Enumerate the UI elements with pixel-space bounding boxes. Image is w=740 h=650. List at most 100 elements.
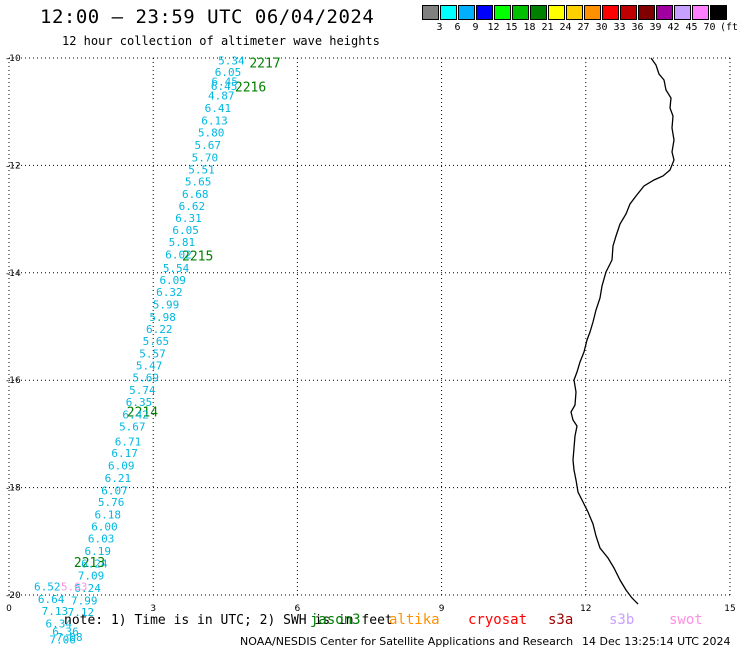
legend-swatch [584,5,601,20]
track-label: 2216 [235,81,266,96]
legend-swatch [674,5,691,20]
wave-height-value: 4.87 [208,90,235,103]
legend-swatch [458,5,475,20]
wave-height-value: 6.24 [74,582,101,595]
legend-label: 18 [523,22,536,33]
legend-swatch [656,5,673,20]
wave-height-value: 5.67 [119,420,145,433]
y-tick-label: -16 [6,376,21,386]
x-tick-label: 3 [150,604,156,614]
legend-label: 3 [436,22,443,33]
legend-label: 45 [685,22,698,33]
wave-height-value: 5.99 [153,298,180,311]
wave-height-value: 5.65 [185,176,212,189]
overlay-values: 5.63 [61,580,88,593]
wave-height-value: 6.71 [115,435,142,448]
wave-height-value: 5.57 [139,347,166,360]
legend-label: 12 [487,22,500,33]
credit-line: NOAA/NESDIS Center for Satellite Applica… [240,635,574,648]
track-label: 2213 [74,556,105,571]
legend-label: 33 [613,22,626,33]
wave-height-value: 6.05 [172,224,199,237]
wave-height-values: 5.346.056.456.454.876.416.135.805.675.70… [34,55,245,647]
wave-height-value: 5.67 [195,139,222,152]
wave-height-value: 6.34 [46,617,73,630]
wave-height-value: 7.12 [68,606,95,619]
wave-height-value: 6.18 [95,508,122,521]
sat-label-s3b: s3b [609,612,635,628]
x-tick-label: 0 [6,604,12,614]
wave-height-value: 6.64 [38,593,65,606]
legend-swatch [530,5,547,20]
overlay-value: 5.63 [61,580,88,593]
wave-height-value: 5.80 [198,127,225,140]
track-label: 2217 [249,56,280,71]
wave-height-value: 6.09 [159,274,186,287]
wave-height-value: 6.36 [52,626,78,639]
legend-label: 39 [649,22,662,33]
legend-swatch [638,5,655,20]
wave-height-value: 6.68 [182,188,209,201]
wave-height-value: 6.07 [101,484,128,497]
map-grid [8,57,731,596]
wave-height-value: 5.34 [218,55,245,68]
sat-label-swot: swot [669,612,703,628]
wave-height-value: 6.45 [211,76,238,89]
legend-label: 70 [703,22,716,33]
wave-height-value: 6.17 [111,447,137,460]
coastline [570,57,675,605]
wave-height-value: 6.00 [91,520,118,533]
generated-timestamp: 14 Dec 13:25:14 UTC 2024 [582,635,731,648]
legend-label: 6 [454,22,461,33]
axis-tick-labels: 0 3 6 9 12 15 -10 -12 -14 -16 -18 -20 [6,54,736,614]
x-tick-label: 15 [724,604,735,614]
wave-height-value: 6.41 [205,102,232,115]
wave-height-value: 5.47 [136,360,163,373]
wave-height-value: 5.69 [133,372,160,385]
sat-label-s3a: s3a [548,612,574,628]
x-tick-label: 12 [580,604,591,614]
legend-label: 36 [631,22,644,33]
wave-height-value: 6.62 [179,200,206,213]
wave-height-value: 6.19 [84,545,111,558]
wave-height-value: 5.74 [129,384,156,397]
wave-height-value: 6.24 [81,557,108,570]
wave-height-value: 5.51 [188,164,215,177]
wave-height-value: 6.02 [165,249,192,262]
legend-swatch [710,5,727,20]
wave-height-value: 7.08 [56,631,83,644]
wave-height-value: 7.09 [78,570,105,583]
wave-height-value: 6.45 [211,80,238,93]
track-label: 2215 [182,250,213,265]
wave-height-value: 5.70 [192,151,219,164]
legend-swatch [602,5,619,20]
wave-height-value: 7.06 [49,634,76,647]
legend-swatch [476,5,493,20]
wave-height-value: 5.81 [169,236,196,249]
legend-label: 27 [577,22,590,33]
y-tick-label: -18 [6,484,21,494]
wave-height-value: 6.09 [108,460,135,473]
wave-height-value: 5.76 [98,496,125,509]
legend-label: 9 [472,22,479,33]
page-subtitle: 12 hour collection of altimeter wave hei… [62,34,380,48]
y-tick-label: -20 [6,591,21,601]
wave-height-value: 6.35 [126,396,153,409]
x-tick-label: 9 [439,604,445,614]
legend-swatch [440,5,457,20]
track-label: 2214 [127,405,158,420]
y-tick-label: -12 [6,161,21,171]
wave-height-value: 7.13 [42,605,69,618]
wave-height-value: 6.13 [201,114,228,127]
wave-height-value: 5.65 [143,335,170,348]
legend-swatch [692,5,709,20]
legend-swatch [548,5,565,20]
page-title: 12:00 — 23:59 UTC 06/04/2024 [40,6,375,28]
wave-height-value: 6.05 [215,66,242,79]
legend-unit: (ft) [720,22,740,33]
legend-swatch [494,5,511,20]
legend-label: 30 [595,22,608,33]
wave-height-value: 6.42 [122,409,149,422]
legend-label: 42 [667,22,680,33]
